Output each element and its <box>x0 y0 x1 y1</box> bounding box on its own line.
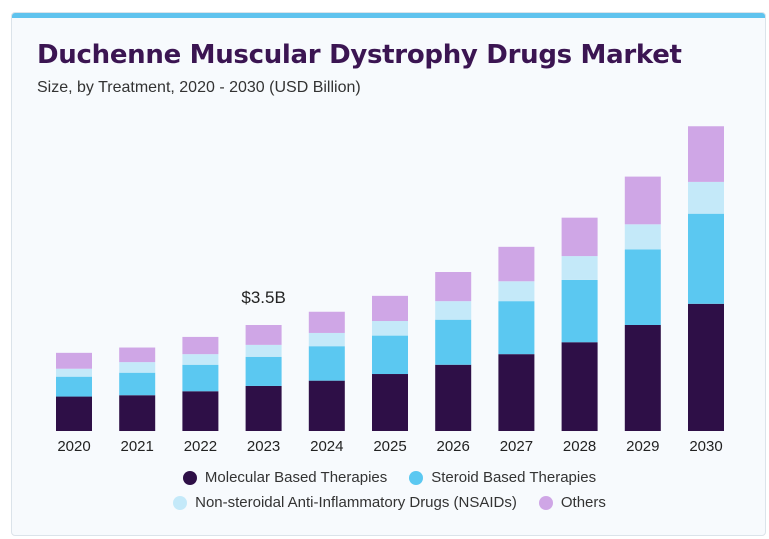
bar-2026-series-3 <box>435 272 472 302</box>
chart-subtitle: Size, by Treatment, 2020 - 2030 (USD Bil… <box>37 79 361 96</box>
x-tick-label-2029: 2029 <box>626 438 659 455</box>
x-tick-label-2026: 2026 <box>437 438 470 455</box>
bar-2028-series-2 <box>561 256 598 280</box>
legend-label-others: Others <box>560 494 606 511</box>
legend-item-molecular: Molecular Based Therapies <box>182 469 388 486</box>
legend-swatch-others <box>538 495 553 510</box>
bar-2027-series-0 <box>498 354 535 431</box>
x-tick-label-2028: 2028 <box>563 438 596 455</box>
bar-2029-series-0 <box>624 325 661 431</box>
bar-2027-series-1 <box>498 301 535 355</box>
legend-swatch-nsaids <box>173 495 188 510</box>
bar-2030-series-2 <box>688 181 724 214</box>
bar-2029-series-3 <box>624 176 661 225</box>
bar-2030-series-0 <box>688 303 724 431</box>
bar-2025-series-2 <box>372 321 408 336</box>
bar-2025-series-0 <box>372 374 408 431</box>
bar-2026-series-1 <box>435 319 472 365</box>
bar-2023-series-3 <box>245 325 282 345</box>
bar-2021-series-1 <box>119 372 156 396</box>
bar-2028-series-1 <box>561 279 598 343</box>
bar-2026-series-0 <box>435 364 472 431</box>
bar-2021-series-0 <box>119 395 156 432</box>
bar-2027-series-2 <box>498 281 535 302</box>
legend-row-1: Molecular Based Therapies Steroid Based … <box>12 469 765 486</box>
bar-2020-series-0 <box>56 396 92 431</box>
bar-2028-series-0 <box>561 342 598 432</box>
bar-2024-series-1 <box>308 346 345 381</box>
bar-2020-series-2 <box>56 368 92 377</box>
bar-2023-series-0 <box>245 385 282 431</box>
x-tick-label-2021: 2021 <box>121 438 154 455</box>
legend-label-steroid: Steroid Based Therapies <box>431 469 597 486</box>
x-tick-label-2025: 2025 <box>373 438 406 455</box>
chart-title: Duchenne Muscular Dystrophy Drugs Market <box>37 40 682 70</box>
legend-item-steroid: Steroid Based Therapies <box>409 469 596 486</box>
bar-2024-series-3 <box>308 311 345 333</box>
chart-legend: Molecular Based Therapies Steroid Based … <box>12 469 765 519</box>
bar-2022-series-2 <box>182 354 219 365</box>
x-tick-label-2020: 2020 <box>57 438 90 455</box>
bar-2020-series-3 <box>56 352 92 369</box>
legend-label-molecular: Molecular Based Therapies <box>204 469 388 486</box>
x-tick-label-2023: 2023 <box>247 438 280 455</box>
x-tick-label-2027: 2027 <box>500 438 533 455</box>
bar-2030-series-3 <box>688 126 724 182</box>
x-tick-label-2024: 2024 <box>310 438 343 455</box>
legend-item-others: Others <box>538 494 606 511</box>
bar-2024-series-2 <box>308 332 345 347</box>
bar-2023-series-2 <box>245 344 282 357</box>
bar-2029-series-1 <box>624 249 661 325</box>
bar-2022-series-1 <box>182 364 219 392</box>
legend-swatch-steroid <box>409 470 424 485</box>
legend-row-2: Non-steroidal Anti-Inflammatory Drugs (N… <box>12 494 765 511</box>
legend-swatch-molecular <box>182 470 197 485</box>
accent-bar <box>12 13 765 18</box>
bar-2030-series-1 <box>688 213 724 304</box>
annotation-label-0: $3.5B <box>241 288 285 307</box>
bar-2027-series-3 <box>498 246 535 282</box>
bar-2023-series-1 <box>245 356 282 386</box>
legend-label-nsaids: Non-steroidal Anti-Inflammatory Drugs (N… <box>195 494 517 511</box>
bar-2029-series-2 <box>624 224 661 250</box>
bar-2021-series-2 <box>119 362 156 373</box>
chart-card: Duchenne Muscular Dystrophy Drugs Market… <box>11 12 766 536</box>
bar-2025-series-1 <box>372 335 408 375</box>
bar-2021-series-3 <box>119 347 156 363</box>
stacked-bar-chart: 2020 2021 2022 2023 $3.5B 2024 2025 2026 2027 202… <box>56 126 724 455</box>
legend-item-nsaids: Non-steroidal Anti-Inflammatory Drugs (N… <box>173 494 517 511</box>
x-tick-label-2030: 2030 <box>689 438 722 455</box>
bar-2022-series-3 <box>182 336 219 355</box>
bar-2022-series-0 <box>182 391 219 431</box>
x-tick-label-2022: 2022 <box>184 438 217 455</box>
bar-2028-series-3 <box>561 217 598 257</box>
bar-2020-series-1 <box>56 376 92 397</box>
bar-2025-series-3 <box>372 295 408 322</box>
bar-2024-series-0 <box>308 380 345 431</box>
bar-2026-series-2 <box>435 301 472 320</box>
